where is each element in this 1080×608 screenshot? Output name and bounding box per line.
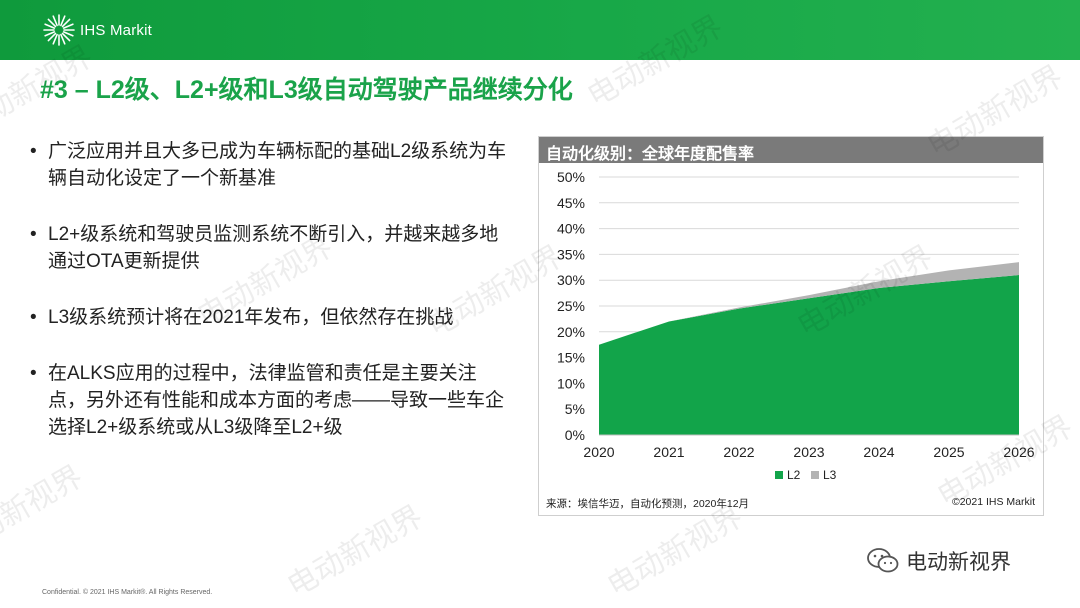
x-tick-label: 2024 xyxy=(863,444,894,460)
wechat-account-name: 电动新视界 xyxy=(906,551,1011,574)
logo-text: IHS Markit xyxy=(80,21,153,39)
series-area-l3 xyxy=(599,262,1019,345)
confidential-notice: Confidential. © 2021 IHS Markit®. All Ri… xyxy=(42,589,213,596)
x-tick-label: 2022 xyxy=(723,444,754,460)
x-tick-label: 2021 xyxy=(653,444,684,460)
legend-label: L2 xyxy=(787,468,801,482)
y-tick-label: 30% xyxy=(557,272,585,288)
wechat-icon xyxy=(867,548,899,573)
bullet-item: 在ALKS应用的过程中，法律监管和责任是主要关注点，另外还有性能和成本方面的考虑… xyxy=(28,360,508,441)
y-tick-label: 35% xyxy=(557,246,585,262)
x-tick-label: 2023 xyxy=(793,444,824,460)
y-tick-label: 0% xyxy=(565,427,585,443)
chart-title: 自动化级别：全球年度配售率 xyxy=(546,146,755,163)
series-area-l2 xyxy=(599,275,1019,435)
chart-header: 自动化级别：全球年度配售率 xyxy=(539,137,1043,163)
chart-panel: 自动化级别：全球年度配售率 0% 5% 10% 15% 20% 25% 30% 35% 40% 4… xyxy=(538,136,1044,516)
legend-swatch-l2 xyxy=(775,471,783,479)
watermark-text: 电动新视界 xyxy=(282,499,429,604)
x-tick-label: 2025 xyxy=(933,444,964,460)
legend-swatch-l3 xyxy=(811,471,819,479)
y-tick-label: 15% xyxy=(557,350,585,366)
bullet-item: 广泛应用并且大多已成为车辆标配的基础L2级系统为车辆自动化设定了一个新基准 xyxy=(28,138,508,192)
page-title: #3 – L2级、L2+级和L3级自动驾驶产品继续分化 xyxy=(40,76,573,104)
area-chart: 0% 5% 10% 15% 20% 25% 30% 35% 40% 45% 50% 2020 2021 2… xyxy=(557,169,1035,482)
wechat-account-badge: 电动新视界 xyxy=(866,546,1011,576)
bullet-list: 广泛应用并且大多已成为车辆标配的基础L2级系统为车辆自动化设定了一个新基准 L2… xyxy=(28,138,508,470)
watermark-text: 电动新视界 xyxy=(0,459,89,564)
header-bar: IHS Markit xyxy=(0,0,1080,60)
x-tick-label: 2020 xyxy=(583,444,614,460)
chart-copyright: ©2021 IHS Markit xyxy=(951,496,1035,508)
y-tick-label: 10% xyxy=(557,375,585,391)
y-tick-label: 40% xyxy=(557,221,585,237)
x-tick-label: 2026 xyxy=(1003,444,1034,460)
y-tick-label: 50% xyxy=(557,169,585,185)
legend-label: L3 xyxy=(823,468,837,482)
y-tick-label: 45% xyxy=(557,195,585,211)
ihs-markit-sunburst-icon xyxy=(43,14,75,46)
bullet-item: L3级系统预计将在2021年发布，但依然存在挑战 xyxy=(28,304,508,331)
ihs-markit-logo: IHS Markit xyxy=(42,13,152,47)
y-tick-label: 25% xyxy=(557,298,585,314)
bullet-item: L2+级系统和驾驶员监测系统不断引入，并越来越多地通过OTA更新提供 xyxy=(28,221,508,275)
y-tick-label: 20% xyxy=(557,324,585,340)
y-tick-label: 5% xyxy=(565,401,585,417)
chart-source: 来源：埃信华迈，自动化预测，2020年12月 xyxy=(546,498,750,510)
